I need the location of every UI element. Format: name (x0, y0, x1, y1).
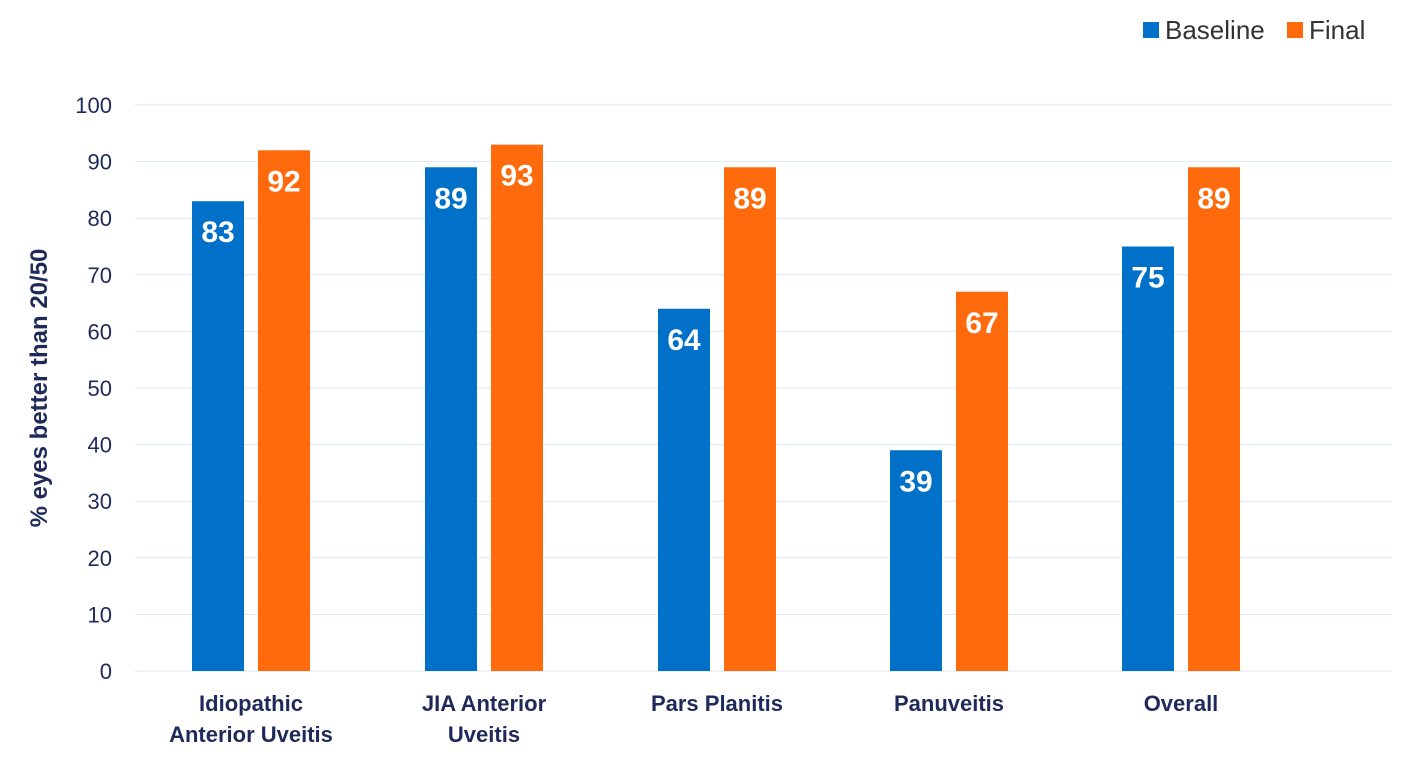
category-label: Overall (1144, 691, 1219, 716)
bars (192, 144, 1240, 671)
legend-label-baseline: Baseline (1165, 15, 1265, 45)
y-axis-ticks: 0 10 20 30 40 50 60 70 80 90 100 (75, 93, 112, 684)
y-tick-label: 90 (88, 150, 112, 175)
data-label: 89 (1197, 182, 1230, 215)
y-tick-label: 10 (88, 602, 112, 627)
legend: Baseline Final (1143, 15, 1365, 45)
y-axis-label: % eyes better than 20/50 (26, 249, 53, 528)
data-labels: 83 89 64 39 75 92 93 89 67 89 (201, 160, 1230, 499)
legend-label-final: Final (1309, 15, 1365, 45)
bar-final (258, 150, 310, 671)
data-label: 64 (667, 324, 701, 357)
bar-final (1188, 167, 1240, 671)
bar-final (956, 291, 1008, 671)
y-tick-label: 80 (88, 206, 112, 231)
y-tick-label: 20 (88, 546, 112, 571)
y-tick-label: 100 (75, 93, 112, 118)
category-label: Idiopathic Anterior Uveitis (169, 691, 333, 747)
y-tick-label: 40 (88, 433, 112, 458)
bar-baseline (1122, 246, 1174, 671)
y-tick-label: 70 (88, 263, 112, 288)
category-label: JIA Anterior Uveitis (422, 691, 547, 747)
data-label: 83 (201, 216, 234, 249)
y-tick-label: 50 (88, 376, 112, 401)
y-tick-label: 60 (88, 319, 112, 344)
bar-baseline (890, 450, 942, 671)
category-label: Pars Planitis (651, 691, 783, 716)
legend-swatch-baseline (1143, 22, 1159, 38)
y-tick-label: 0 (100, 659, 112, 684)
x-axis-categories: Idiopathic Anterior Uveitis JIA Anterior Uv… (169, 691, 1218, 747)
data-label: 89 (733, 182, 766, 215)
data-label: 39 (899, 465, 932, 498)
bar-baseline (192, 201, 244, 671)
bar-final (724, 167, 776, 671)
category-label: Panuveitis (894, 691, 1004, 716)
data-label: 93 (500, 160, 533, 193)
bar-baseline (425, 167, 477, 671)
data-label: 75 (1131, 262, 1164, 295)
data-label: 67 (965, 307, 998, 340)
bar-final (491, 144, 543, 671)
data-label: 92 (267, 165, 300, 198)
bar-baseline (658, 308, 710, 671)
y-tick-label: 30 (88, 489, 112, 514)
data-label: 89 (434, 182, 467, 215)
legend-swatch-final (1287, 22, 1303, 38)
